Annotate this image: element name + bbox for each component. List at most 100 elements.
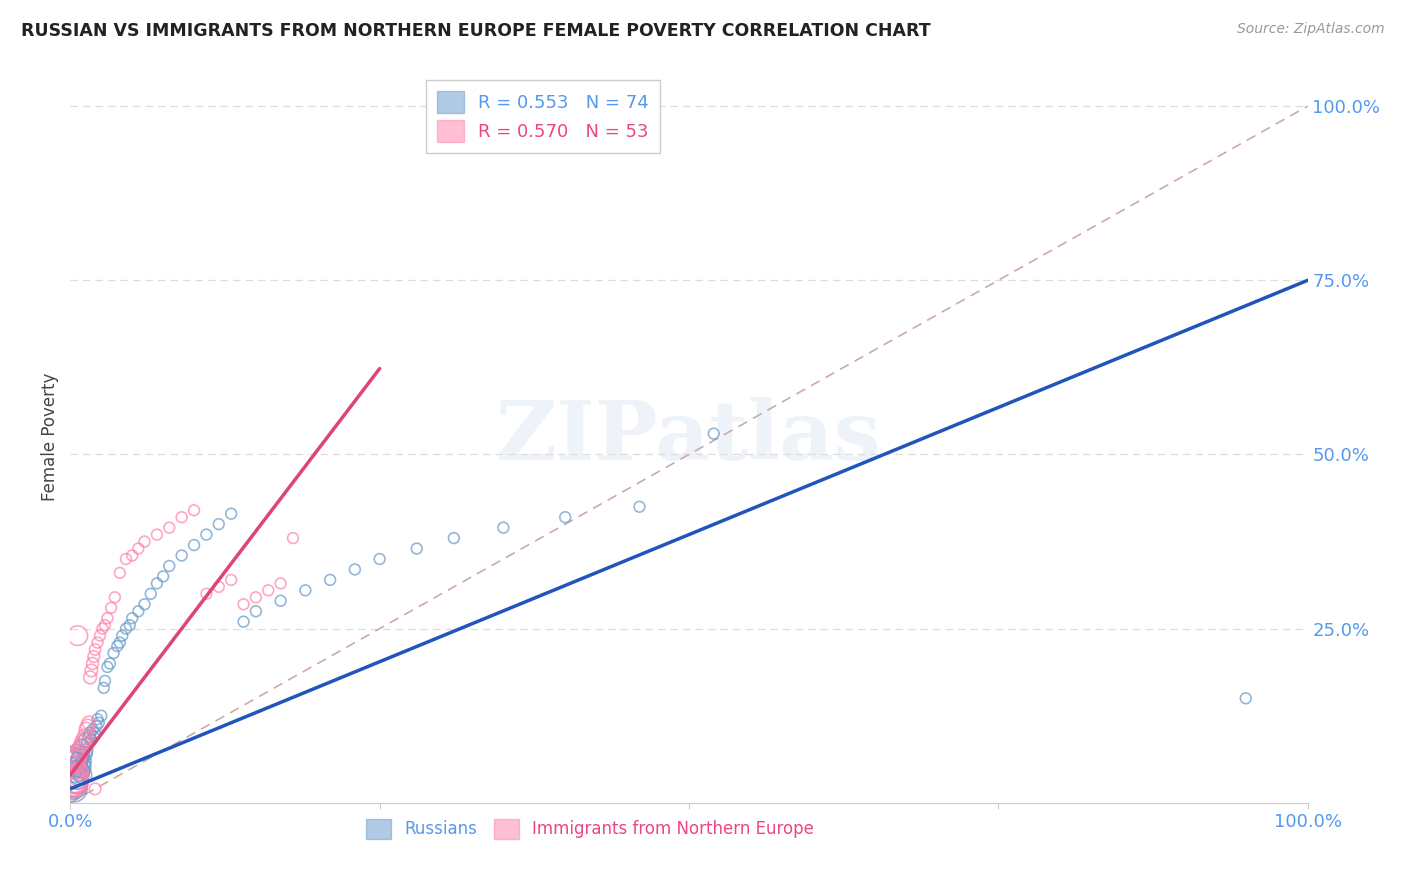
Point (65, 775, 87, 789)
Point (63, 761, 86, 775)
Point (94, 673, 117, 688)
Point (111, 629, 134, 643)
Point (67, 764, 90, 779)
Point (84, 719, 107, 733)
Point (83, 730, 105, 744)
Text: Source: ZipAtlas.com: Source: ZipAtlas.com (1237, 22, 1385, 37)
Point (69, 743, 91, 757)
Point (219, 507, 242, 521)
Point (65, 778, 87, 792)
Point (67, 768, 90, 782)
Point (96, 611, 118, 625)
Point (170, 510, 193, 524)
Point (98, 657, 121, 671)
Point (65, 778, 87, 792)
Point (72, 740, 94, 755)
Point (103, 646, 125, 660)
Legend: Russians, Immigrants from Northern Europe: Russians, Immigrants from Northern Europ… (360, 812, 821, 846)
Point (108, 635, 131, 649)
Point (628, 500, 651, 514)
Point (152, 569, 174, 583)
Point (60, 775, 83, 789)
Point (66, 768, 89, 782)
Point (79, 726, 101, 740)
Point (134, 534, 156, 549)
Point (195, 527, 218, 541)
Point (62, 778, 84, 792)
Point (79, 670, 101, 684)
Point (86, 712, 108, 726)
Point (146, 576, 169, 591)
Point (100, 600, 122, 615)
Point (84, 726, 107, 740)
Point (270, 576, 292, 591)
Point (93, 681, 115, 695)
Point (208, 517, 231, 532)
Point (115, 552, 138, 566)
Point (62, 775, 84, 789)
Point (91, 622, 114, 636)
Point (146, 527, 169, 541)
Point (443, 531, 465, 545)
Point (84, 642, 107, 657)
Point (65, 747, 87, 761)
Point (66, 772, 89, 786)
Point (62, 754, 84, 768)
Point (257, 583, 280, 598)
Point (121, 549, 143, 563)
Point (70, 740, 93, 755)
Point (127, 604, 149, 618)
Point (492, 521, 515, 535)
Point (65, 772, 87, 786)
Point (90, 708, 112, 723)
Point (66, 629, 89, 643)
Point (343, 562, 366, 576)
Point (82, 657, 104, 671)
Point (69, 750, 91, 764)
Point (195, 587, 218, 601)
Point (703, 426, 725, 441)
Point (75, 743, 97, 757)
Point (127, 541, 149, 556)
Point (65, 754, 87, 768)
Point (294, 583, 316, 598)
Point (183, 538, 205, 552)
Point (75, 723, 97, 737)
Text: RUSSIAN VS IMMIGRANTS FROM NORTHERN EUROPE FEMALE POVERTY CORRELATION CHART: RUSSIAN VS IMMIGRANTS FROM NORTHERN EURO… (21, 22, 931, 40)
Point (121, 611, 143, 625)
Point (80, 664, 103, 678)
Point (63, 778, 86, 792)
Point (72, 757, 94, 772)
Point (104, 591, 127, 605)
Point (66, 747, 89, 761)
Y-axis label: Female Poverty: Female Poverty (41, 373, 59, 501)
Point (76, 719, 98, 733)
Point (118, 618, 141, 632)
Point (76, 737, 98, 751)
Point (70, 747, 93, 761)
Point (65, 750, 87, 764)
Point (281, 531, 304, 545)
Point (82, 723, 104, 737)
Point (115, 622, 138, 636)
Point (1234, 691, 1257, 706)
Point (554, 510, 576, 524)
Point (75, 747, 97, 761)
Text: ZIPatlas: ZIPatlas (496, 397, 882, 477)
Point (139, 587, 162, 601)
Point (66, 757, 89, 772)
Point (77, 715, 100, 730)
Point (134, 597, 156, 611)
Point (245, 604, 267, 618)
Point (96, 660, 118, 674)
Point (270, 594, 292, 608)
Point (65, 775, 87, 789)
Point (83, 649, 105, 664)
Point (72, 768, 94, 782)
Point (108, 566, 131, 580)
Point (405, 541, 427, 556)
Point (70, 761, 93, 775)
Point (89, 629, 111, 643)
Point (84, 781, 107, 796)
Point (80, 733, 103, 747)
